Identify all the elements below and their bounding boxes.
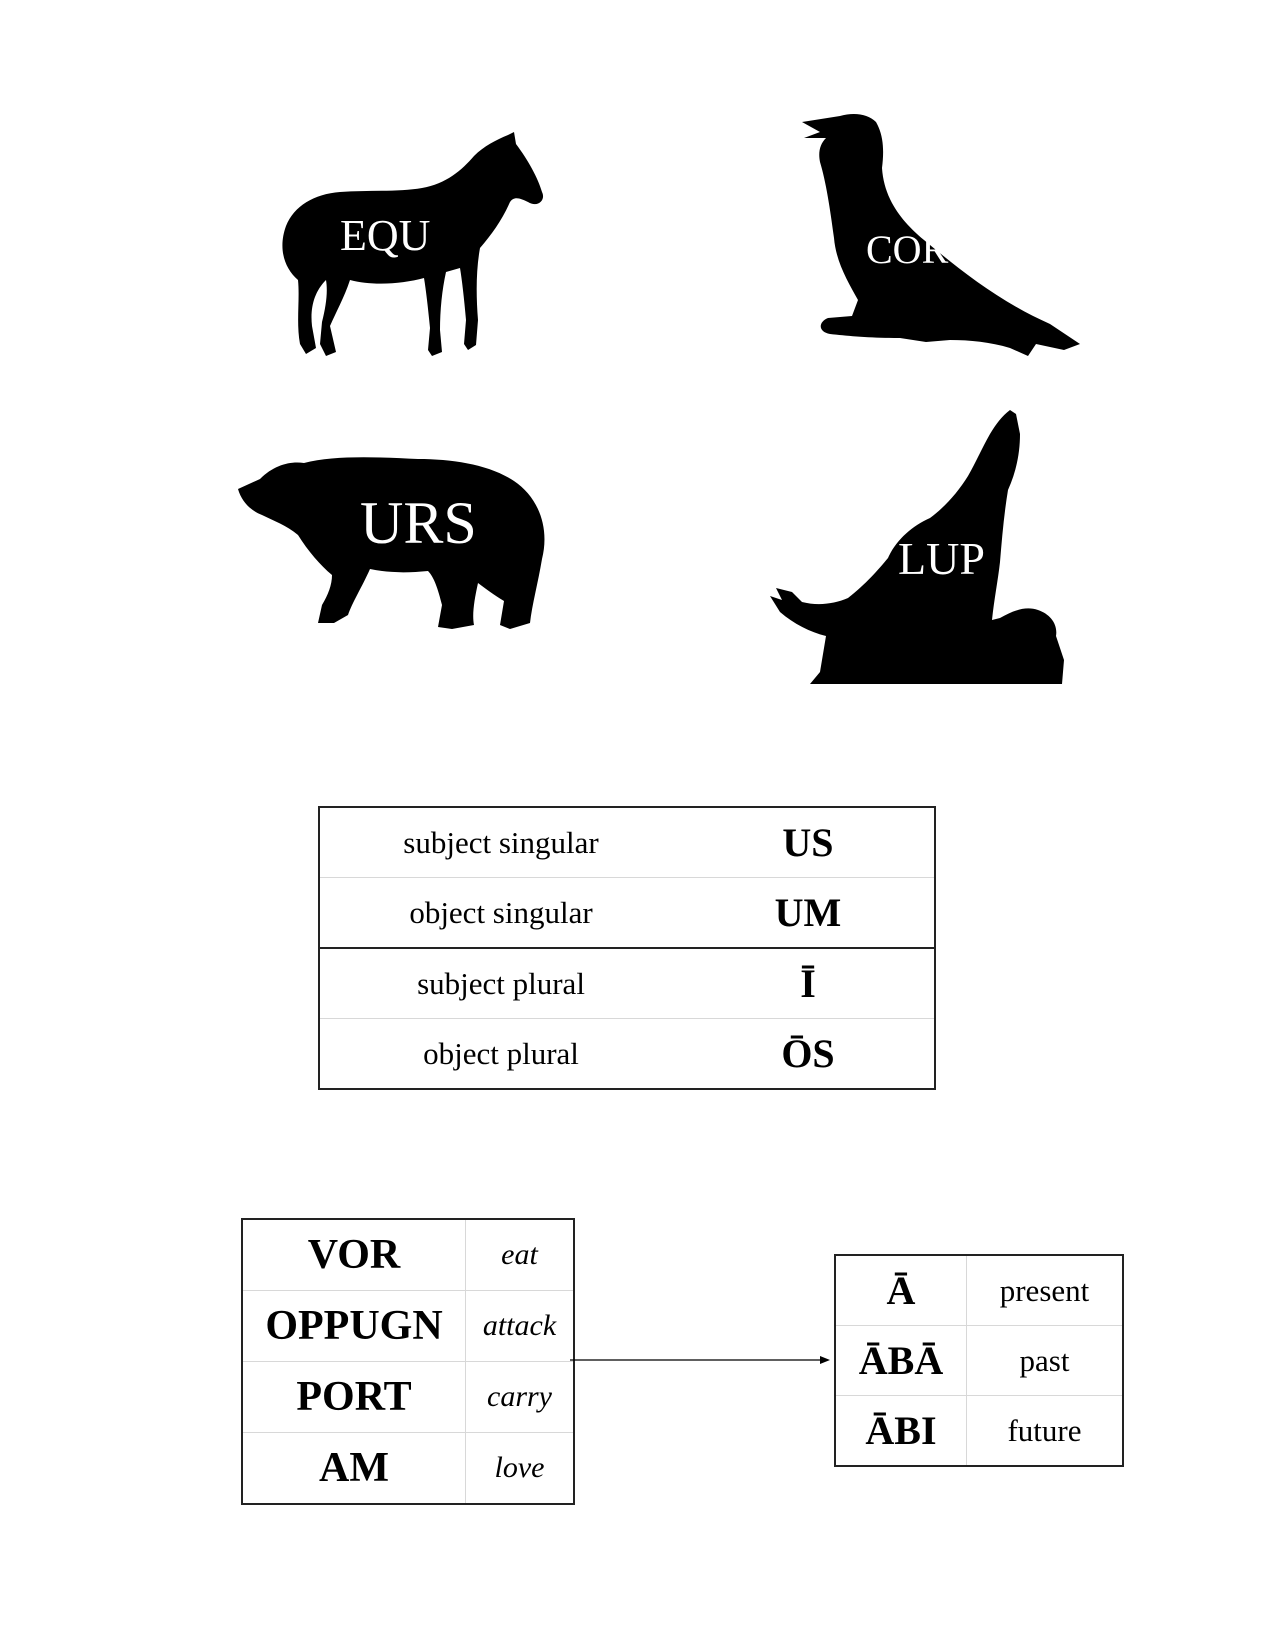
verb-stem: AM [242,1432,466,1504]
verb-meaning: eat [501,1238,538,1271]
verb-stem: OPPUGN [242,1290,466,1362]
verb-meaning: love [465,1432,574,1504]
table-row: PORT carry [242,1361,574,1433]
verb-stem: VOR [242,1219,466,1291]
table-row: subject plural Ī [319,947,935,1019]
tense-name: present [999,1272,1090,1308]
bear-label: URS [360,490,477,556]
table-row: OPPUGN attack [242,1290,574,1362]
wolf-label: LUP [898,533,985,584]
arrow-right-icon [570,1356,830,1364]
table-row: object singular UM [319,877,935,948]
horse-icon [282,132,544,356]
raven-label: CORV [866,227,974,272]
case-label: subject singular [403,824,599,860]
noun-endings-table: subject singular US object singular UM s… [318,806,936,1090]
verb-stems-table: VOR eat OPPUGN attack PORT carry AM love [241,1218,575,1505]
wolf-silhouette: LUP [770,410,1070,685]
table-row: ĀBĀ past [835,1325,1123,1396]
tense-suffix: Ā [835,1255,967,1326]
bear-silhouette: URS [238,455,548,635]
tense-name: future [966,1395,1123,1466]
verb-meaning: attack [465,1290,574,1362]
case-ending: US [782,820,834,865]
bear-icon [238,457,545,629]
table-row: VOR eat [242,1219,574,1291]
case-ending: UM [682,877,935,948]
verb-stem: PORT [242,1361,466,1433]
case-label: object plural [319,1018,682,1089]
case-label: subject plural [319,947,682,1019]
horse-silhouette: EQU [270,130,550,380]
horse-label: EQU [340,211,431,260]
case-label: object singular [319,877,682,948]
table-row: object plural ŌS [319,1018,935,1089]
raven-silhouette: CORV [800,112,1090,372]
table-row: AM love [242,1432,574,1504]
verb-meaning: carry [465,1361,574,1433]
table-row: ĀBI future [835,1395,1123,1466]
tense-suffix-table: Ā present ĀBĀ past ĀBI future [834,1254,1124,1467]
tense-suffix: ĀBI [835,1395,967,1466]
case-ending: ŌS [682,1018,935,1089]
case-ending: Ī [682,947,935,1019]
tense-suffix: ĀBĀ [835,1325,967,1396]
wolf-icon [770,410,1064,684]
table-row: subject singular US [319,807,935,878]
tense-name: past [966,1325,1123,1396]
table-row: Ā present [835,1255,1123,1326]
raven-icon [802,114,1080,356]
